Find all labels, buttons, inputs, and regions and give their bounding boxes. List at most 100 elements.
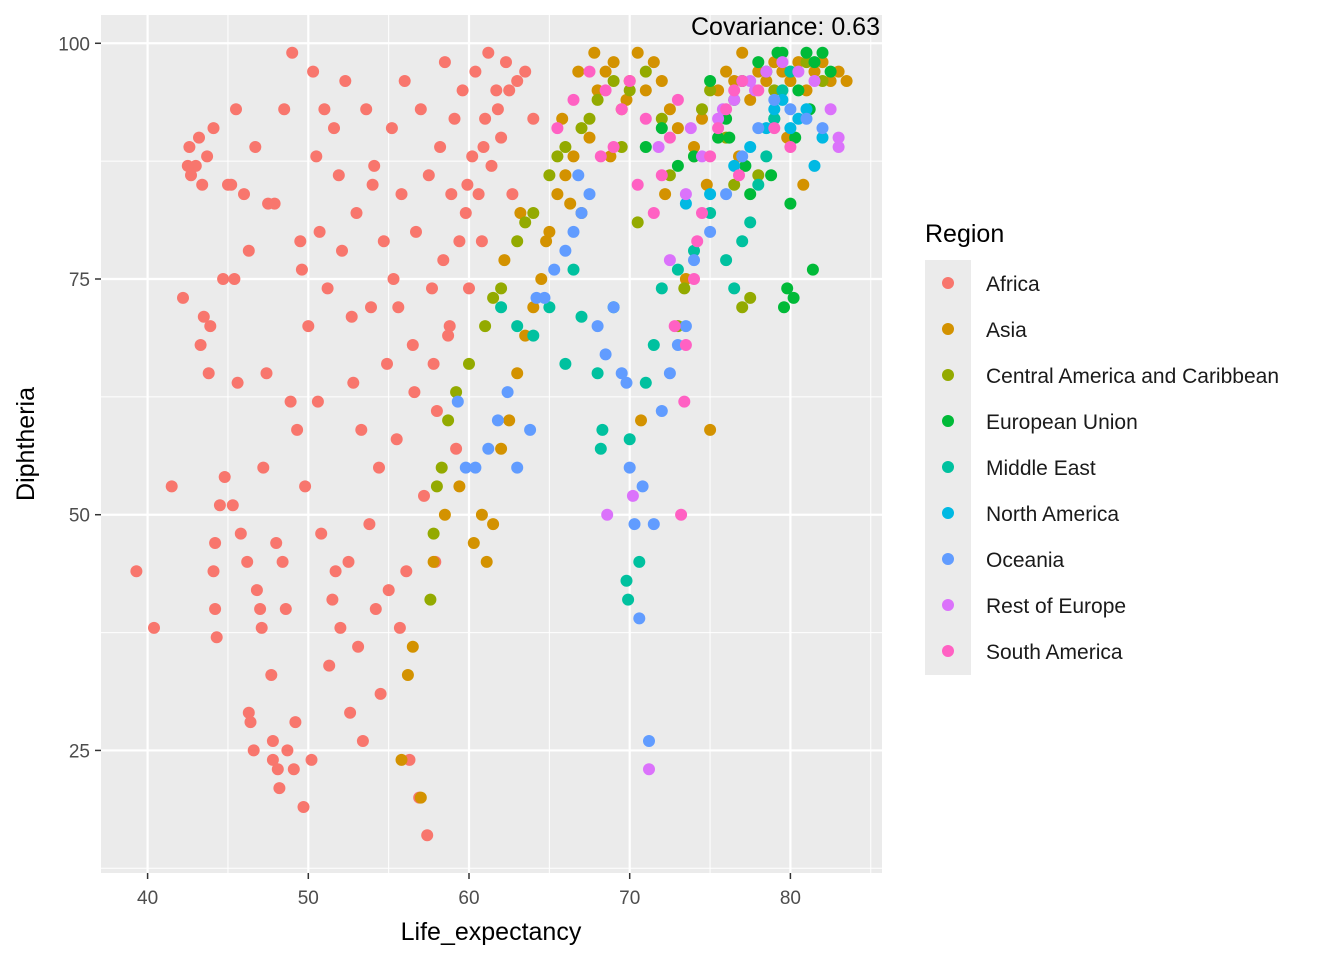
point-north-america bbox=[808, 159, 821, 172]
point-africa bbox=[242, 244, 255, 257]
point-asia bbox=[760, 75, 773, 87]
point-middle-east bbox=[567, 263, 580, 276]
point-oceania bbox=[491, 414, 504, 427]
point-south-america bbox=[671, 93, 684, 106]
point-asia bbox=[556, 112, 569, 125]
point-asia bbox=[540, 235, 553, 248]
point-european-union bbox=[671, 159, 684, 172]
point-asia bbox=[467, 537, 480, 549]
point-africa bbox=[430, 405, 443, 417]
point-africa bbox=[445, 188, 458, 201]
point-africa bbox=[437, 254, 450, 267]
point-asia bbox=[808, 65, 821, 78]
point-africa bbox=[181, 159, 194, 172]
point-oceania bbox=[559, 244, 572, 257]
point-africa bbox=[279, 603, 292, 615]
point-middle-east bbox=[511, 320, 524, 333]
point-south-america bbox=[668, 320, 681, 333]
point-south-america bbox=[647, 207, 660, 219]
point-oceania bbox=[511, 461, 524, 474]
point-oceania bbox=[633, 612, 646, 625]
point-africa bbox=[363, 518, 376, 531]
point-central-america-and-caribbean bbox=[704, 84, 717, 97]
point-africa bbox=[242, 706, 255, 719]
point-africa bbox=[466, 150, 479, 163]
point-middle-east bbox=[575, 310, 588, 323]
point-africa bbox=[323, 659, 336, 672]
point-asia bbox=[480, 555, 493, 568]
point-asia bbox=[514, 207, 527, 219]
point-africa bbox=[310, 150, 323, 163]
point-south-america bbox=[599, 84, 612, 97]
legend-label-oceania: Oceania bbox=[986, 549, 1065, 572]
point-oceania bbox=[768, 93, 781, 106]
point-central-america-and-caribbean bbox=[575, 122, 588, 135]
point-africa bbox=[463, 282, 475, 295]
legend-key-africa bbox=[942, 277, 954, 289]
data-points bbox=[130, 46, 853, 842]
x-axis-title: Life_expectancy bbox=[401, 918, 582, 946]
point-africa bbox=[268, 197, 281, 210]
point-africa bbox=[266, 753, 279, 766]
point-africa bbox=[421, 829, 434, 842]
point-asia bbox=[438, 508, 451, 521]
point-south-america bbox=[728, 84, 741, 97]
point-africa bbox=[255, 621, 268, 634]
point-africa bbox=[495, 131, 508, 144]
point-central-america-and-caribbean bbox=[551, 150, 564, 163]
point-middle-east bbox=[622, 593, 635, 606]
point-middle-east bbox=[559, 357, 572, 370]
point-rest-of-europe bbox=[712, 112, 725, 125]
point-oceania bbox=[784, 103, 797, 116]
point-africa bbox=[291, 423, 304, 436]
point-south-america bbox=[567, 93, 580, 106]
point-africa bbox=[329, 565, 342, 578]
point-africa bbox=[249, 141, 262, 153]
covariance-annotation: Covariance: 0.63 bbox=[691, 13, 880, 41]
point-asia bbox=[784, 75, 797, 87]
point-africa bbox=[356, 735, 369, 747]
point-africa bbox=[297, 801, 310, 813]
point-africa bbox=[210, 631, 223, 644]
point-africa bbox=[503, 84, 516, 97]
point-africa bbox=[385, 122, 398, 135]
point-asia bbox=[588, 46, 601, 59]
point-asia bbox=[511, 367, 524, 380]
point-africa bbox=[347, 376, 360, 389]
point-middle-east bbox=[752, 178, 765, 191]
point-oceania bbox=[538, 291, 551, 304]
point-africa bbox=[204, 320, 217, 333]
point-africa bbox=[177, 291, 189, 304]
point-rest-of-europe bbox=[626, 489, 639, 502]
point-european-union bbox=[739, 159, 752, 172]
point-asia bbox=[744, 93, 757, 106]
point-africa bbox=[519, 65, 532, 78]
point-central-america-and-caribbean bbox=[728, 178, 741, 191]
x-tick-label: 50 bbox=[298, 888, 319, 909]
point-africa bbox=[193, 131, 205, 144]
legend-items: Africa Asia Central America and Caribbean E… bbox=[942, 273, 1279, 664]
point-asia bbox=[663, 103, 676, 116]
y-tick-label: 100 bbox=[58, 34, 90, 55]
point-africa bbox=[326, 593, 339, 606]
point-asia bbox=[671, 122, 684, 135]
point-africa bbox=[332, 169, 345, 182]
point-africa bbox=[213, 499, 226, 512]
point-european-union bbox=[723, 131, 736, 144]
point-africa bbox=[305, 753, 318, 766]
point-africa bbox=[368, 159, 381, 172]
x-tick-label: 40 bbox=[137, 888, 158, 909]
point-oceania bbox=[647, 518, 660, 531]
point-central-america-and-caribbean bbox=[463, 357, 475, 370]
point-central-america-and-caribbean bbox=[591, 93, 604, 106]
point-asia bbox=[564, 197, 577, 210]
x-tick-label: 60 bbox=[458, 888, 479, 909]
point-central-america-and-caribbean bbox=[744, 291, 757, 304]
point-middle-east bbox=[633, 555, 646, 568]
point-central-america-and-caribbean bbox=[430, 480, 443, 493]
point-asia bbox=[495, 442, 508, 455]
point-africa bbox=[201, 150, 214, 163]
point-middle-east bbox=[594, 442, 607, 455]
point-africa bbox=[207, 565, 220, 578]
point-africa bbox=[475, 235, 488, 248]
